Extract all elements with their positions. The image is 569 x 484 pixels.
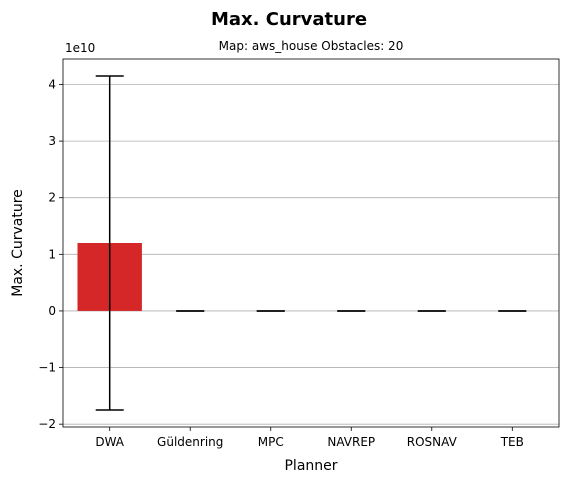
x-tick-label: MPC: [258, 435, 284, 449]
y-axis-ticks: −2 −1 0 1 2 3 4: [38, 77, 63, 431]
y-tick-label: 2: [48, 191, 56, 205]
x-tick-label: ROSNAV: [407, 435, 458, 449]
x-tick-label: DWA: [95, 435, 124, 449]
y-tick-label: −2: [38, 417, 56, 431]
x-axis-ticks: DWA Güldenring MPC NAVREP ROSNAV TEB: [95, 427, 524, 449]
y-tick-label: 4: [48, 77, 56, 91]
y-tick-label: 3: [48, 134, 56, 148]
y-tick-label: −1: [38, 361, 56, 375]
error-bars: [95, 75, 527, 411]
x-axis-label: Planner: [284, 458, 337, 474]
grid-lines: [63, 84, 559, 425]
chart-subtitle: Map: aws_house Obstacles: 20: [219, 39, 404, 53]
y-tick-label: 1: [48, 247, 56, 261]
x-tick-label: Güldenring: [157, 435, 223, 449]
chart-title: Max. Curvature: [211, 9, 367, 30]
x-tick-label: NAVREP: [327, 435, 375, 449]
y-tick-label: 0: [48, 304, 56, 318]
y-offset-label: 1e10: [65, 41, 95, 55]
plot-area-frame: [62, 58, 560, 428]
y-axis-label: Max. Curvature: [10, 189, 26, 297]
x-tick-label: TEB: [500, 435, 524, 449]
